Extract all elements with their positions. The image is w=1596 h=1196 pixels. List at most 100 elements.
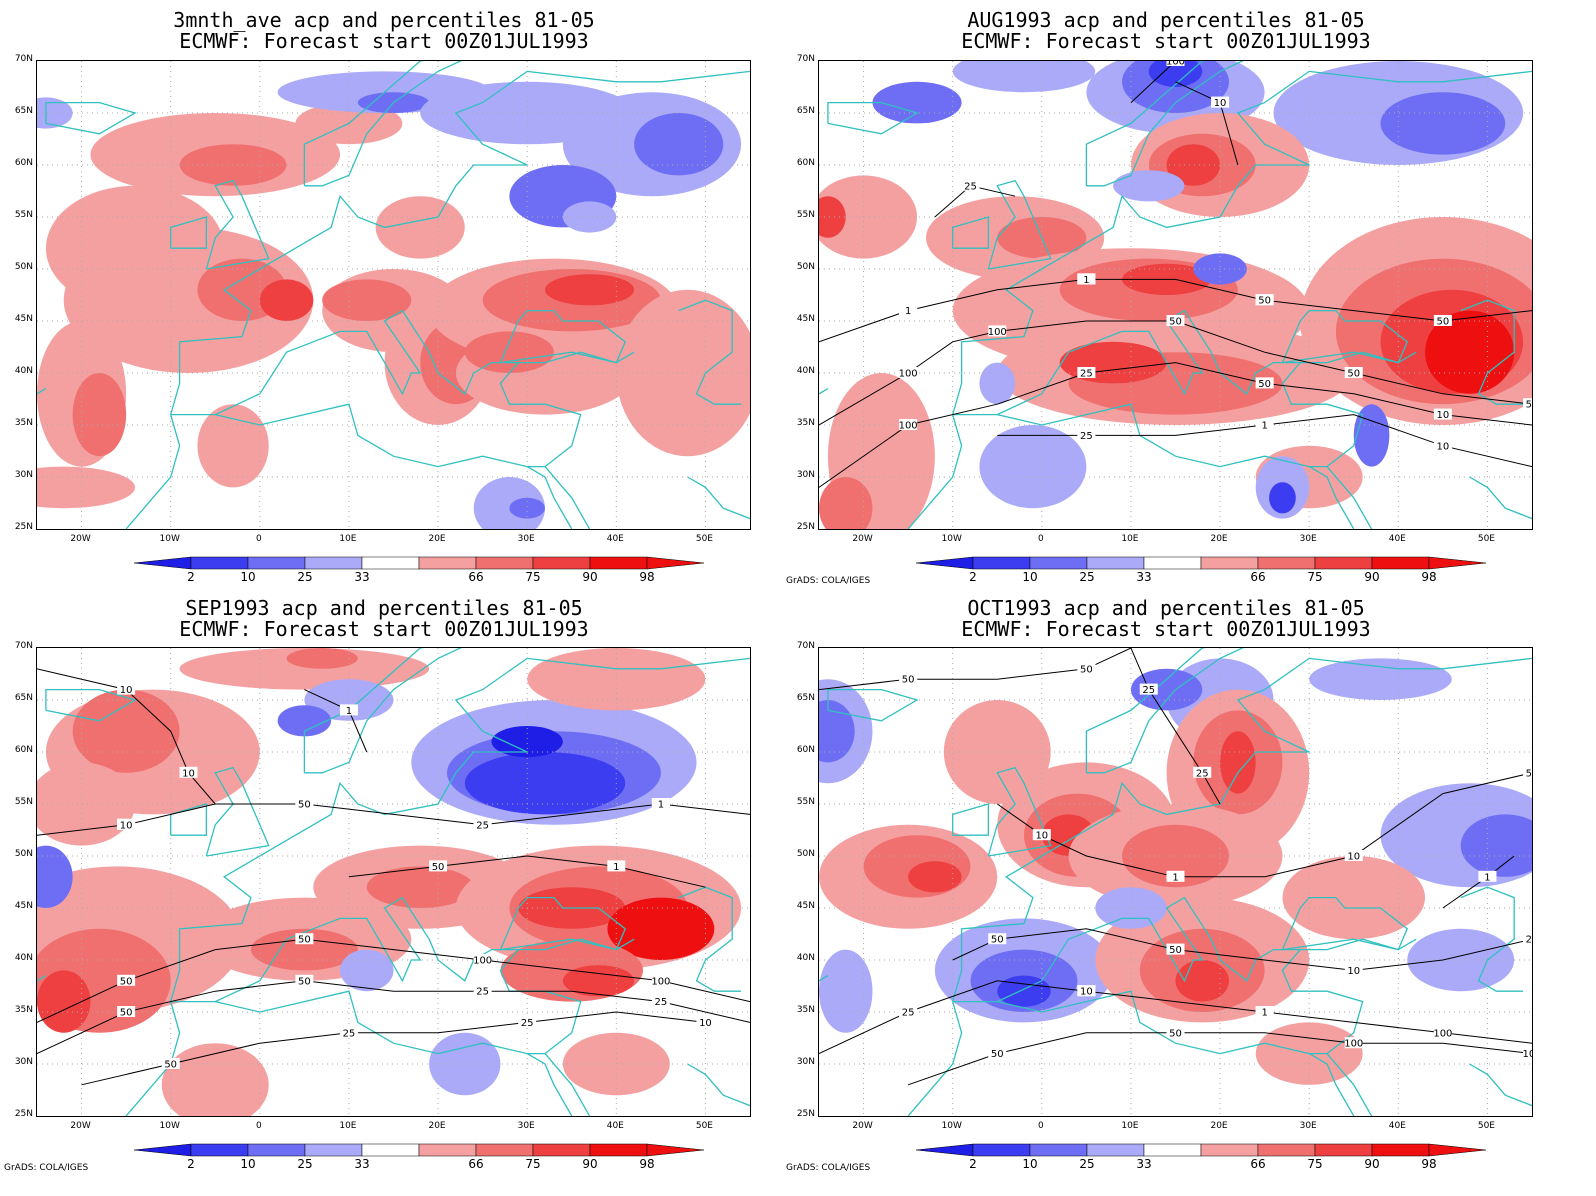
percentile-shading	[1353, 404, 1390, 467]
coastline	[1460, 299, 1524, 405]
svg-text:50: 50	[120, 1008, 133, 1019]
precip-contour	[37, 803, 750, 836]
colorbar-segment	[972, 1143, 1031, 1157]
percentile-shading	[979, 362, 1016, 405]
coastline	[544, 466, 591, 529]
lon-tick-label: 0	[255, 1121, 262, 1131]
colorbar-arrow-high	[646, 1143, 705, 1157]
percentile-shading	[1113, 170, 1185, 202]
lat-tick-label: 65N	[796, 693, 815, 703]
map-area: 5010050501001005050501002550102511010025…	[818, 60, 1533, 530]
svg-text:1: 1	[613, 862, 619, 873]
lat-tick-label: 60N	[14, 745, 33, 755]
coastline	[526, 466, 573, 529]
lat-tick-label: 40N	[796, 366, 815, 376]
contour-label: 25	[1077, 367, 1096, 380]
percentile-shading	[1148, 61, 1203, 87]
panel-subtitle: ECMWF: Forecast start 00Z01JUL1993	[961, 617, 1371, 641]
colorbar-segment	[972, 556, 1031, 570]
lon-tick-label: 0	[1037, 534, 1044, 544]
lon-tick-label: 10E	[339, 534, 357, 544]
svg-text:25: 25	[1080, 369, 1093, 380]
precip-contour	[81, 1011, 706, 1086]
percentile-shading	[509, 497, 546, 519]
grads-credit: GrADS: COLA/IGES	[786, 1163, 871, 1173]
coastline	[215, 362, 582, 468]
colorbar-label: 98	[639, 570, 655, 584]
map-svg: 5010050501001005050501002550102511010025…	[819, 61, 1532, 529]
contour-label: 25	[473, 818, 492, 831]
contour-label: 50	[117, 1006, 136, 1019]
lat-tick-label: 40N	[14, 366, 33, 376]
panel-subtitle: ECMWF: Forecast start 00Z01JUL1993	[961, 29, 1371, 53]
coastline	[687, 476, 750, 520]
contour-label: 25	[651, 995, 670, 1008]
percentile-shading	[607, 897, 715, 960]
lon-tick-label: 20W	[852, 534, 873, 544]
contour-label: 25	[1139, 683, 1158, 696]
contour-label: 10	[696, 1016, 715, 1029]
coastline	[170, 896, 635, 1003]
percentile-shading	[562, 201, 617, 233]
colorbar-arrow-low	[134, 1143, 192, 1157]
colorbar-segment	[1086, 1143, 1145, 1157]
colorbar-label: 98	[639, 1157, 655, 1171]
colorbar-segment	[1029, 1143, 1088, 1157]
contour-label: 100	[988, 325, 1007, 338]
contour-label: 10	[1433, 439, 1452, 452]
svg-text:50: 50	[120, 976, 133, 987]
svg-text:1: 1	[905, 306, 911, 317]
percentile-shading	[616, 289, 750, 457]
contour-label: 50	[988, 1047, 1007, 1060]
colorbar-label: 98	[1421, 570, 1437, 584]
precip-contour	[1130, 61, 1176, 103]
contour-label: 100	[899, 419, 918, 432]
percentile-shading	[1220, 731, 1256, 794]
colorbar-label: 2	[187, 1157, 195, 1171]
colorbar-label: 2	[969, 1157, 977, 1171]
svg-text:50: 50	[991, 1049, 1004, 1060]
svg-text:1: 1	[1261, 421, 1267, 432]
svg-text:1: 1	[1172, 872, 1178, 883]
contour-label: 1	[1255, 419, 1274, 432]
percentile-shading	[1193, 253, 1247, 285]
svg-text:25: 25	[476, 987, 489, 998]
lon-tick-label: 30E	[1299, 534, 1317, 544]
svg-text:10: 10	[1080, 987, 1093, 998]
colorbar-segment	[1371, 556, 1430, 570]
svg-text:100: 100	[1433, 1028, 1452, 1039]
percentile-shading	[72, 373, 127, 457]
lat-tick-label: 45N	[796, 901, 815, 911]
colorbar-segment	[532, 556, 591, 570]
coastline	[303, 61, 462, 187]
contour-label: 50	[899, 673, 918, 686]
percentile-shading	[322, 279, 412, 321]
lon-tick-label: 40E	[606, 534, 624, 544]
percentile-shading	[277, 705, 332, 737]
colorbar-segment	[1200, 556, 1259, 570]
colorbar-label: 33	[1136, 1157, 1152, 1171]
svg-text:100: 100	[1166, 61, 1185, 68]
svg-text:10: 10	[182, 768, 195, 779]
coastline	[205, 179, 270, 270]
percentile-shading	[286, 648, 358, 669]
coastline	[827, 688, 919, 722]
svg-text:50: 50	[1526, 400, 1532, 411]
contour-label: 25	[1523, 933, 1532, 946]
coastline	[1308, 466, 1355, 529]
svg-text:10: 10	[1437, 410, 1450, 421]
coastline	[170, 309, 635, 416]
lat-tick-label: 35N	[796, 1005, 815, 1015]
contour-label: 50	[161, 1058, 180, 1071]
precip-contour	[37, 980, 750, 1055]
colorbar-label: 90	[582, 570, 598, 584]
coastline	[678, 299, 742, 405]
lon-tick-label: 20W	[70, 1121, 91, 1131]
coastline	[997, 949, 1364, 1055]
percentile-shading	[37, 762, 136, 846]
colorbar-label: 33	[354, 1157, 370, 1171]
panel-subtitle: ECMWF: Forecast start 00Z01JUL1993	[179, 617, 589, 641]
panel-subtitle: ECMWF: Forecast start 00Z01JUL1993	[179, 29, 589, 53]
lat-tick-label: 60N	[14, 158, 33, 168]
grads-credit: GrADS: COLA/IGES	[4, 1163, 89, 1173]
